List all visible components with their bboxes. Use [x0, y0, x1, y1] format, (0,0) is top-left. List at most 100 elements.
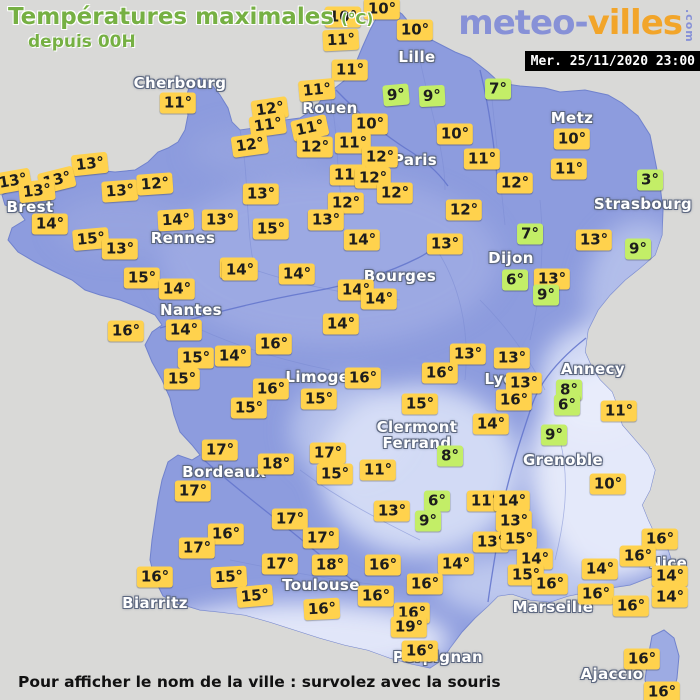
temp-badge[interactable]: 14° [157, 208, 195, 232]
temp-badge[interactable]: 14° [651, 565, 689, 587]
temp-badge[interactable]: 16° [577, 583, 615, 605]
temp-badge[interactable]: 9° [533, 284, 559, 306]
temp-badge[interactable]: 14° [278, 263, 316, 285]
temp-badge[interactable]: 17° [261, 553, 299, 575]
temp-badge[interactable]: 14° [31, 213, 69, 235]
temp-badge[interactable]: 17° [302, 527, 340, 549]
temp-badge[interactable]: 16° [107, 320, 145, 342]
temp-badge[interactable]: 16° [364, 554, 402, 576]
temp-badge[interactable]: 14° [214, 345, 252, 367]
temp-badge[interactable]: 14° [360, 288, 398, 310]
temp-badge[interactable]: 12° [496, 172, 534, 194]
temp-badge[interactable]: 9° [418, 84, 446, 108]
temp-badge[interactable]: 10° [553, 128, 591, 150]
temp-badge[interactable]: 10° [589, 473, 627, 495]
temp-badge[interactable]: 16° [401, 640, 439, 662]
temp-badge[interactable]: 13° [426, 233, 464, 255]
temp-badge[interactable]: 7° [517, 223, 543, 245]
temp-badge[interactable]: 8° [437, 445, 463, 467]
temp-badge[interactable]: 13° [495, 510, 533, 532]
temp-badge[interactable]: 10° [436, 123, 474, 145]
temp-badge[interactable]: 17° [271, 508, 309, 530]
temp-badge[interactable]: 11° [463, 148, 501, 170]
temp-badge[interactable]: 14° [651, 586, 689, 608]
temp-badge[interactable]: 12° [296, 136, 334, 158]
temp-badge[interactable]: 14° [516, 548, 554, 570]
temp-badge[interactable]: 13° [373, 500, 411, 522]
temp-badge[interactable]: 13° [101, 179, 139, 203]
temp-badge[interactable]: 12° [376, 182, 414, 204]
temp-badge[interactable]: 13° [505, 372, 543, 394]
temp-badge[interactable]: 16° [357, 585, 395, 607]
temp-badge[interactable]: 12° [361, 146, 399, 168]
temp-badge[interactable]: 15° [123, 267, 161, 289]
temp-badge[interactable]: 11° [331, 59, 369, 81]
temp-badge[interactable]: 17° [201, 439, 239, 461]
temp-badge[interactable]: 16° [643, 681, 681, 700]
temp-badge[interactable]: 14° [221, 259, 259, 281]
temp-badge[interactable]: 14° [158, 278, 196, 300]
temp-badge[interactable]: 11° [159, 92, 197, 114]
temp-badge[interactable]: 13° [472, 531, 510, 553]
temp-badge[interactable]: 13° [201, 209, 239, 231]
temp-badge[interactable]: 11° [550, 158, 588, 180]
temp-badge[interactable]: 12° [327, 192, 365, 214]
temp-badge[interactable]: 9° [382, 83, 410, 107]
temp-badge[interactable]: 15° [230, 397, 268, 419]
temp-badge[interactable]: 16° [255, 333, 293, 355]
temp-badge[interactable]: 15° [163, 368, 201, 390]
temp-badge[interactable]: 16° [612, 595, 650, 617]
temp-badge[interactable]: 15° [500, 528, 538, 550]
temp-badge[interactable]: 11° [297, 77, 337, 103]
temp-badge[interactable]: 19° [390, 616, 428, 638]
temp-badge[interactable]: 3° [637, 169, 663, 191]
temp-badge[interactable]: 13° [307, 209, 345, 231]
brand-logo[interactable]: meteo- villes .com [458, 6, 696, 43]
temp-badge[interactable]: 9° [415, 510, 441, 532]
temp-badge[interactable]: 14° [343, 229, 381, 251]
temp-badge[interactable]: 12° [136, 172, 174, 196]
temp-badge[interactable]: 14° [165, 319, 203, 341]
temp-badge[interactable]: 13° [242, 183, 280, 205]
temp-badge[interactable]: 13° [533, 268, 571, 290]
temp-badge[interactable]: 16° [207, 523, 245, 545]
temp-badge[interactable]: 16° [623, 648, 661, 670]
temp-badge[interactable]: 18° [257, 453, 295, 475]
temp-badge[interactable]: 14° [322, 313, 360, 335]
temp-badge[interactable]: 10° [351, 113, 389, 135]
temp-badge[interactable]: 15° [316, 463, 354, 485]
temp-badge[interactable]: 15° [210, 565, 248, 589]
temp-badge[interactable]: 15° [252, 218, 290, 240]
temp-badge[interactable]: 18° [311, 554, 349, 576]
temp-badge[interactable]: 6° [424, 490, 450, 512]
temp-badge[interactable]: 17° [178, 537, 216, 559]
temp-badge[interactable]: 15° [300, 388, 338, 410]
temp-badge[interactable]: 13° [449, 343, 487, 365]
temp-badge[interactable]: 9° [541, 424, 567, 446]
temp-badge[interactable]: 16° [641, 528, 679, 550]
temp-badge[interactable]: 17° [309, 442, 347, 464]
temp-badge[interactable]: 12° [445, 199, 483, 221]
temp-badge[interactable]: 13° [101, 238, 139, 260]
temp-badge[interactable]: 6° [502, 269, 528, 291]
temp-badge[interactable]: 14° [472, 413, 510, 435]
temp-badge[interactable]: 16° [406, 573, 444, 595]
temp-badge[interactable]: 15° [177, 347, 215, 369]
temp-badge[interactable]: 7° [485, 78, 511, 100]
temp-badge[interactable]: 16° [136, 566, 174, 588]
temp-badge[interactable]: 13° [493, 347, 531, 369]
temp-badge[interactable]: 16° [252, 378, 290, 400]
temp-badge[interactable]: 9° [625, 238, 651, 260]
temp-badge[interactable]: 14° [581, 558, 619, 580]
temp-badge[interactable]: 17° [174, 480, 212, 502]
temp-badge[interactable]: 16° [619, 545, 657, 567]
temp-badge[interactable]: 14° [493, 490, 531, 512]
temp-badge[interactable]: 13° [17, 178, 57, 204]
temp-badge[interactable]: 15° [235, 583, 275, 609]
temp-badge[interactable]: 16° [344, 367, 382, 389]
temp-badge[interactable]: 10° [396, 19, 434, 41]
temp-badge[interactable]: 11° [359, 459, 397, 481]
temp-badge[interactable]: 16° [495, 389, 533, 411]
temp-badge[interactable]: 13° [70, 151, 110, 177]
temp-badge[interactable]: 13° [575, 229, 613, 251]
